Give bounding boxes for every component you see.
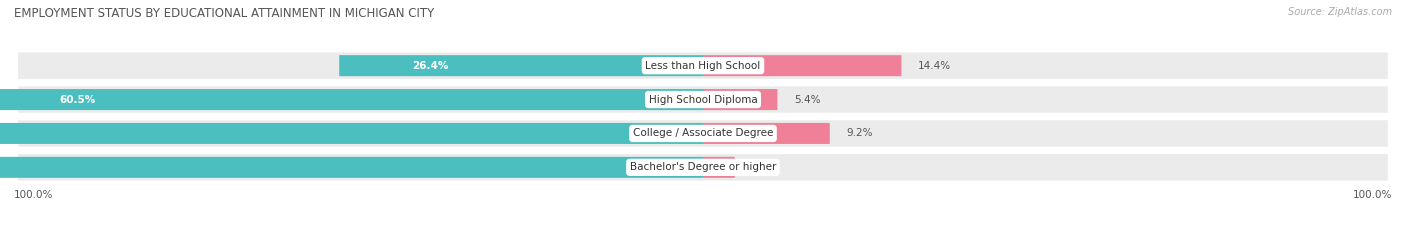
Text: College / Associate Degree: College / Associate Degree xyxy=(633,128,773,138)
Text: 100.0%: 100.0% xyxy=(1353,190,1392,200)
Text: 26.4%: 26.4% xyxy=(412,61,449,71)
Text: 14.4%: 14.4% xyxy=(918,61,950,71)
Text: Bachelor's Degree or higher: Bachelor's Degree or higher xyxy=(630,162,776,172)
Text: Less than High School: Less than High School xyxy=(645,61,761,71)
Text: 60.5%: 60.5% xyxy=(59,95,96,105)
Text: EMPLOYMENT STATUS BY EDUCATIONAL ATTAINMENT IN MICHIGAN CITY: EMPLOYMENT STATUS BY EDUCATIONAL ATTAINM… xyxy=(14,7,434,20)
FancyBboxPatch shape xyxy=(703,157,735,178)
Text: Source: ZipAtlas.com: Source: ZipAtlas.com xyxy=(1288,7,1392,17)
Text: High School Diploma: High School Diploma xyxy=(648,95,758,105)
Text: 5.4%: 5.4% xyxy=(794,95,821,105)
FancyBboxPatch shape xyxy=(0,123,703,144)
FancyBboxPatch shape xyxy=(0,89,703,110)
FancyBboxPatch shape xyxy=(339,55,703,76)
FancyBboxPatch shape xyxy=(0,157,703,178)
Text: 2.3%: 2.3% xyxy=(751,162,778,172)
FancyBboxPatch shape xyxy=(18,86,1388,113)
FancyBboxPatch shape xyxy=(703,55,901,76)
Text: 9.2%: 9.2% xyxy=(846,128,873,138)
FancyBboxPatch shape xyxy=(703,89,778,110)
FancyBboxPatch shape xyxy=(18,52,1388,79)
FancyBboxPatch shape xyxy=(18,154,1388,181)
Text: 100.0%: 100.0% xyxy=(14,190,53,200)
FancyBboxPatch shape xyxy=(703,123,830,144)
FancyBboxPatch shape xyxy=(18,120,1388,147)
